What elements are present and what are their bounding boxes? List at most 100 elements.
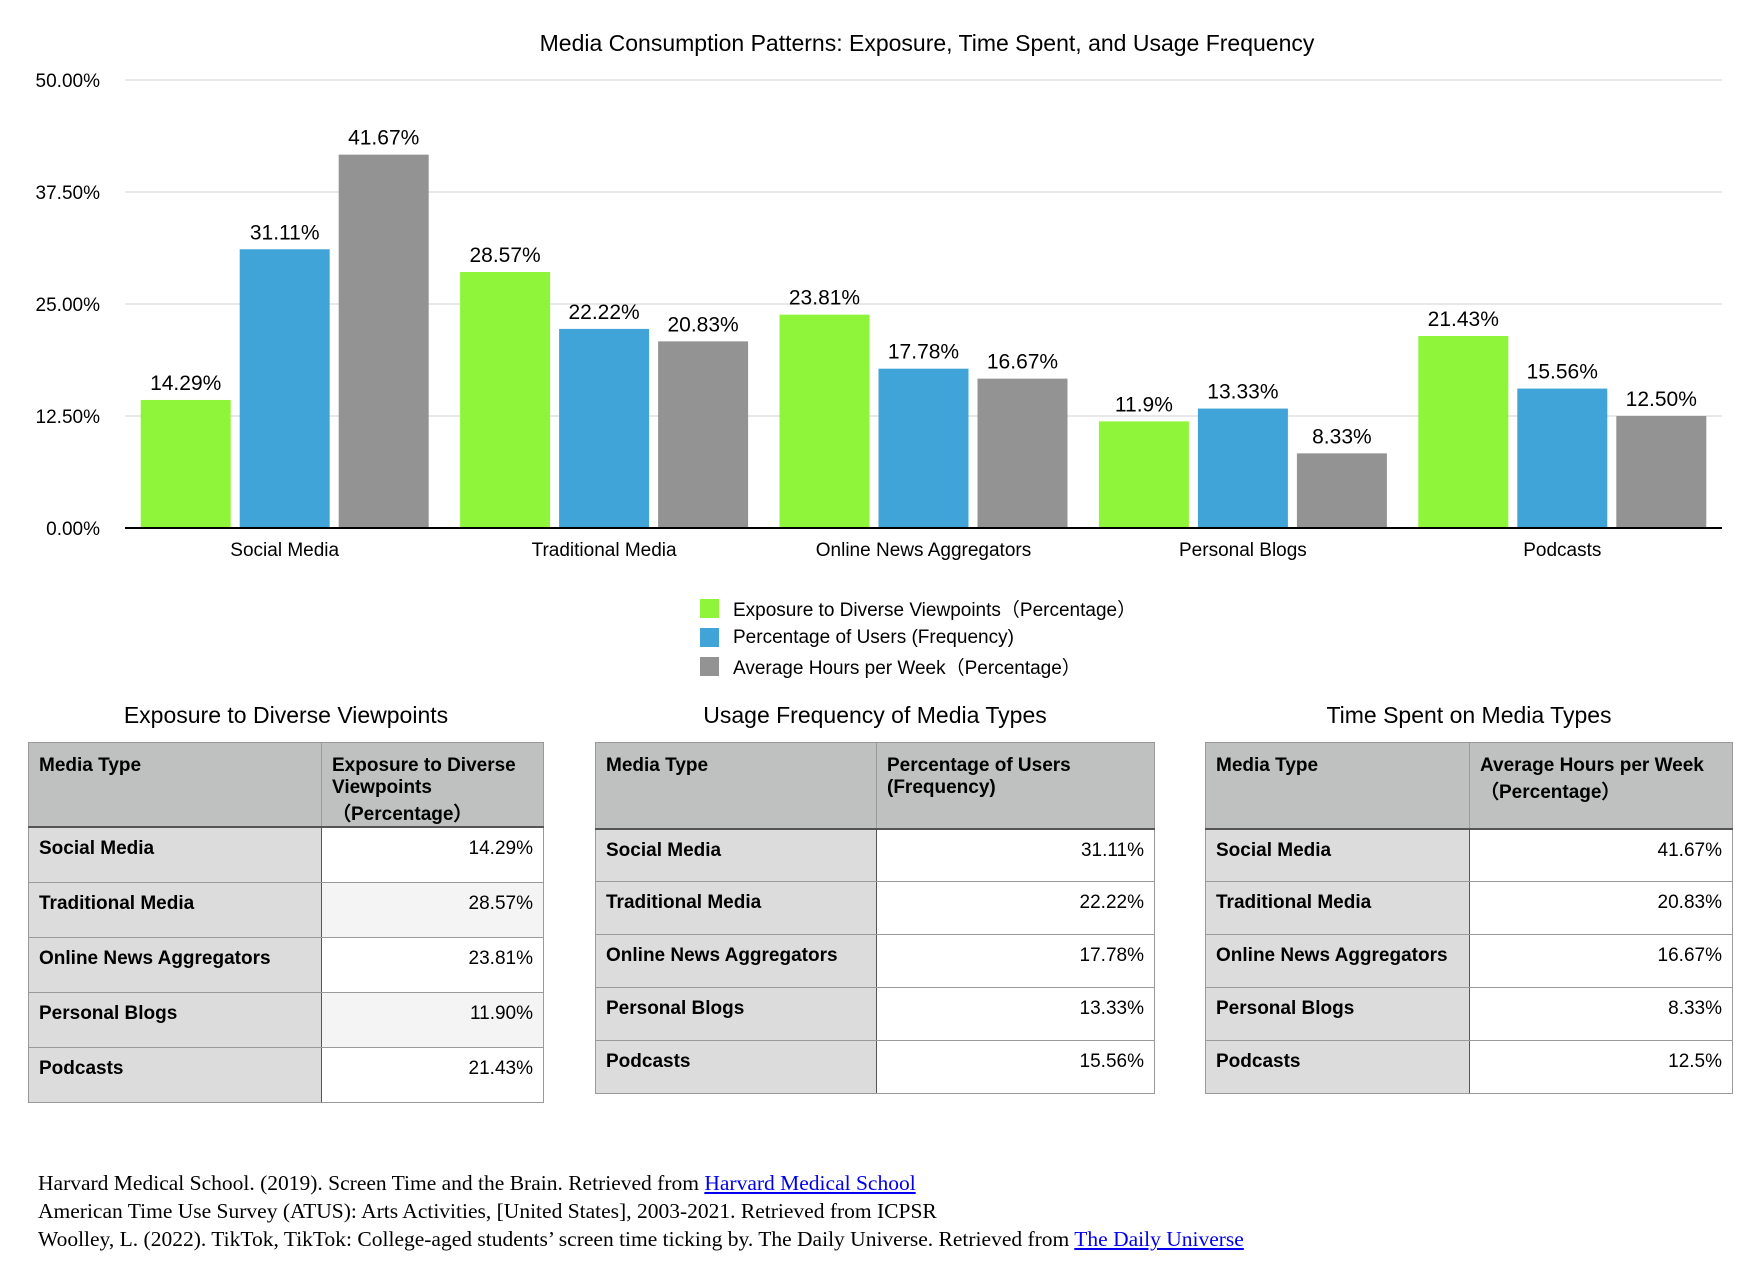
reference-text: Woolley, L. (2022). TikTok, TikTok: Coll… <box>38 1227 1075 1251</box>
bar <box>878 368 969 528</box>
x-tick-label: Online News Aggregators <box>816 540 1031 561</box>
bar-chart: Media Consumption Patterns: Exposure, Ti… <box>36 30 1722 561</box>
legend-swatch-gray <box>700 657 719 676</box>
row-value: 28.57% <box>321 881 544 938</box>
bar-value-label: 21.43% <box>1428 308 1499 331</box>
table-exposure: Media Type Exposure to Diverse Viewpoint… <box>28 742 544 1103</box>
bar <box>977 378 1068 528</box>
row-value: 15.56% <box>876 1040 1155 1094</box>
reference-item: Harvard Medical School. (2019). Screen T… <box>38 1169 1244 1197</box>
row-label: Social Media <box>28 826 322 883</box>
bar-value-label: 23.81% <box>789 287 860 310</box>
row-value: 21.43% <box>321 1046 544 1103</box>
row-value: 17.78% <box>876 934 1155 988</box>
row-value: 16.67% <box>1469 934 1733 988</box>
x-tick-label: Personal Blogs <box>1179 540 1307 561</box>
table-row: Social Media 41.67% <box>1205 828 1733 882</box>
bar <box>1418 335 1509 528</box>
legend-item-exposure: Exposure to Diverse Viewpoints（Percentag… <box>700 594 1136 623</box>
row-value: 8.33% <box>1469 987 1733 1041</box>
bar-value-label: 8.33% <box>1312 425 1372 448</box>
row-value: 14.29% <box>321 826 544 883</box>
row-value: 20.83% <box>1469 881 1733 935</box>
bar <box>1517 388 1608 528</box>
table-row: Social Media 31.11% <box>595 828 1155 882</box>
legend-swatch-blue <box>700 628 719 647</box>
bar <box>239 249 330 528</box>
bar-value-label: 13.33% <box>1207 381 1278 404</box>
table-time-title: Time Spent on Media Types <box>1326 702 1612 728</box>
bar <box>1296 453 1387 528</box>
reference-item: Woolley, L. (2022). TikTok, TikTok: Coll… <box>38 1225 1244 1253</box>
row-value: 41.67% <box>1469 828 1733 882</box>
row-value: 31.11% <box>876 828 1155 882</box>
bar-value-label: 22.22% <box>568 301 639 324</box>
column-header: Percentage of Users (Frequency) <box>876 742 1155 830</box>
row-label: Personal Blogs <box>1205 987 1470 1041</box>
chart-title: Media Consumption Patterns: Exposure, Ti… <box>540 30 1315 56</box>
row-value: 22.22% <box>876 881 1155 935</box>
table-row: Personal Blogs 11.90% <box>28 991 544 1048</box>
column-header: Exposure to Diverse Viewpoints（Percentag… <box>321 742 544 828</box>
row-label: Social Media <box>595 828 877 882</box>
table-row: Podcasts 12.5% <box>1205 1040 1733 1094</box>
bar <box>460 272 551 528</box>
y-tick-label: 12.50% <box>36 407 101 428</box>
bar-value-label: 20.83% <box>667 313 738 336</box>
bar <box>779 314 870 528</box>
bar-value-label: 14.29% <box>150 372 221 395</box>
legend-item-hours: Average Hours per Week（Percentage） <box>700 652 1136 681</box>
row-label: Traditional Media <box>1205 881 1470 935</box>
x-tick-label: Social Media <box>230 540 339 561</box>
table-row: Traditional Media 22.22% <box>595 881 1155 935</box>
row-label: Personal Blogs <box>595 987 877 1041</box>
column-header: Media Type <box>595 742 877 830</box>
chart-legend: Exposure to Diverse Viewpoints（Percentag… <box>700 594 1136 681</box>
table-row: Podcasts 15.56% <box>595 1040 1155 1094</box>
bar-value-label: 16.67% <box>987 351 1058 374</box>
column-header: Media Type <box>1205 742 1470 830</box>
table-row: Personal Blogs 13.33% <box>595 987 1155 1041</box>
table-row: Traditional Media 28.57% <box>28 881 544 938</box>
row-label: Traditional Media <box>28 881 322 938</box>
y-tick-label: 50.00% <box>36 71 101 92</box>
y-tick-label: 25.00% <box>36 295 101 316</box>
y-tick-label: 37.50% <box>36 183 101 204</box>
bar-value-label: 12.50% <box>1626 388 1697 411</box>
bar <box>1197 408 1288 528</box>
row-label: Podcasts <box>28 1046 322 1103</box>
bar <box>338 154 429 529</box>
legend-label: Percentage of Users (Frequency) <box>733 626 1014 648</box>
table-row: Online News Aggregators 16.67% <box>1205 934 1733 988</box>
bar-value-label: 31.11% <box>250 221 320 244</box>
legend-label: Exposure to Diverse Viewpoints（Percentag… <box>733 600 1137 621</box>
table-row: Online News Aggregators 17.78% <box>595 934 1155 988</box>
row-label: Traditional Media <box>595 881 877 935</box>
bar-value-label: 11.9% <box>1115 393 1173 416</box>
reference-link[interactable]: Harvard Medical School <box>704 1171 916 1195</box>
column-header: Average Hours per Week（Percentage） <box>1469 742 1733 830</box>
bar-value-label: 17.78% <box>888 341 959 364</box>
x-tick-label: Traditional Media <box>532 540 677 561</box>
row-label: Social Media <box>1205 828 1470 882</box>
table-row: Podcasts 21.43% <box>28 1046 544 1103</box>
reference-text: American Time Use Survey (ATUS): Arts Ac… <box>38 1199 937 1223</box>
legend-label: Average Hours per Week（Percentage） <box>733 658 1081 679</box>
table-time: Media Type Average Hours per Week（Percen… <box>1205 742 1733 1094</box>
reference-text: Harvard Medical School. (2019). Screen T… <box>38 1171 705 1195</box>
table-row: Social Media 14.29% <box>28 826 544 883</box>
table-row: Traditional Media 20.83% <box>1205 881 1733 935</box>
row-label: Personal Blogs <box>28 991 322 1048</box>
bar-value-label: 15.56% <box>1527 361 1598 384</box>
row-value: 11.90% <box>321 991 544 1048</box>
bar <box>1098 421 1189 528</box>
table-usage-title: Usage Frequency of Media Types <box>703 702 1047 728</box>
table-exposure-title: Exposure to Diverse Viewpoints <box>123 702 449 728</box>
row-label: Podcasts <box>595 1040 877 1094</box>
row-label: Online News Aggregators <box>28 936 322 993</box>
row-value: 13.33% <box>876 987 1155 1041</box>
reference-link[interactable]: The Daily Universe <box>1074 1227 1244 1251</box>
x-tick-label: Podcasts <box>1523 540 1601 561</box>
table-row: Personal Blogs 8.33% <box>1205 987 1733 1041</box>
bar <box>140 399 231 528</box>
